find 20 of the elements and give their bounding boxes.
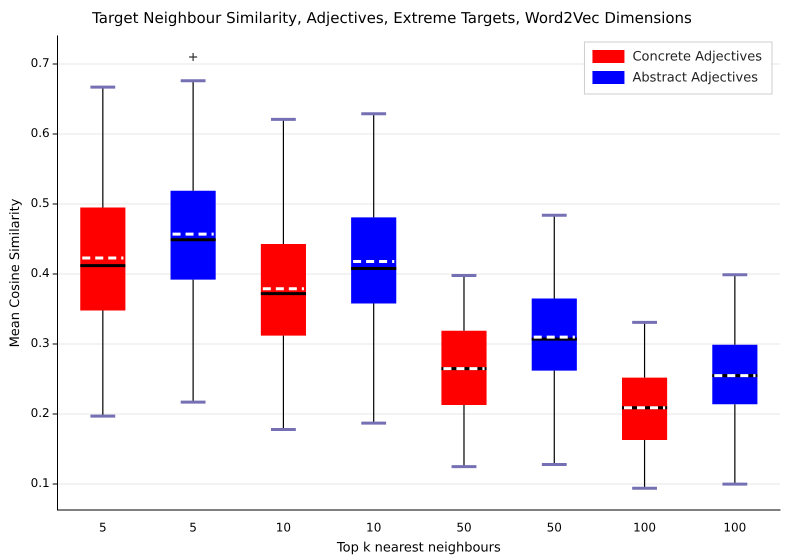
x-axis-title: Top k nearest neighbours (336, 540, 502, 556)
x-tick-label: 50 (456, 520, 472, 534)
x-tick-label: 10 (366, 520, 382, 534)
x-tick-label: 5 (99, 520, 107, 534)
legend-label: Abstract Adjectives (632, 70, 758, 86)
x-tick-label: 100 (723, 520, 746, 534)
legend-label: Concrete Adjectives (632, 49, 762, 64)
x-tick-label: 50 (546, 520, 562, 534)
x-tick-label: 10 (276, 520, 292, 534)
y-axis-title: Mean Cosine Similarity (8, 198, 24, 348)
y-tick-label: 0.7 (30, 56, 50, 70)
y-tick-label: 0.4 (30, 266, 50, 280)
y-tick-label: 0.1 (30, 476, 50, 490)
y-tick-label: 0.5 (30, 196, 50, 210)
y-tick-label: 0.3 (30, 336, 50, 350)
chart-title: Target Neighbour Similarity, Adjectives, Extreme Targets, Word2Vec Dimensions (91, 8, 692, 27)
x-tick-label: 100 (633, 520, 656, 534)
y-tick-label: 0.2 (30, 406, 50, 420)
x-tick-label: 5 (189, 520, 197, 534)
y-tick-label: 0.6 (30, 126, 50, 140)
